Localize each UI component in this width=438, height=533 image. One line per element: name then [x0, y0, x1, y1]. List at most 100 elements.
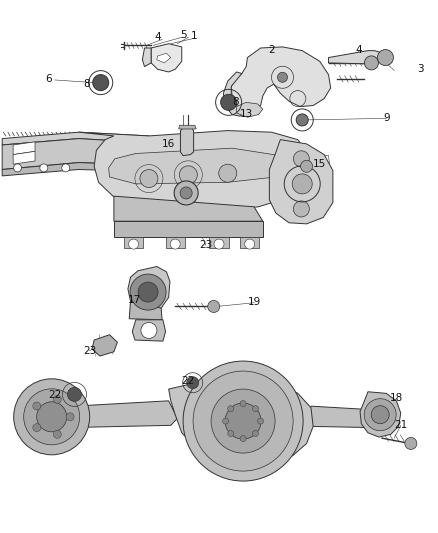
Circle shape: [225, 403, 261, 439]
Circle shape: [293, 201, 309, 217]
Circle shape: [240, 401, 246, 407]
Circle shape: [130, 274, 166, 310]
Circle shape: [193, 371, 293, 471]
Polygon shape: [307, 406, 368, 427]
Text: 13: 13: [240, 109, 253, 118]
Circle shape: [66, 413, 74, 421]
Text: 4: 4: [356, 45, 363, 54]
Text: 6: 6: [46, 74, 53, 84]
Circle shape: [138, 282, 158, 302]
Polygon shape: [179, 125, 196, 129]
Text: 2: 2: [268, 45, 275, 54]
Text: 15: 15: [313, 159, 326, 169]
Polygon shape: [124, 237, 143, 248]
Circle shape: [219, 164, 237, 182]
Circle shape: [179, 166, 198, 184]
Polygon shape: [2, 139, 149, 169]
Circle shape: [33, 402, 41, 410]
Polygon shape: [114, 196, 263, 221]
Circle shape: [240, 435, 246, 441]
Circle shape: [221, 94, 237, 110]
Circle shape: [40, 164, 48, 172]
Circle shape: [296, 114, 308, 126]
Polygon shape: [237, 102, 263, 117]
Text: 4: 4: [154, 33, 161, 42]
Circle shape: [141, 322, 157, 338]
Polygon shape: [209, 237, 229, 248]
Polygon shape: [269, 140, 333, 224]
Circle shape: [24, 389, 80, 445]
Polygon shape: [132, 320, 166, 341]
Text: 1: 1: [191, 31, 198, 41]
Circle shape: [405, 438, 417, 449]
Polygon shape: [114, 221, 263, 237]
Polygon shape: [231, 47, 331, 112]
Circle shape: [93, 75, 109, 91]
Circle shape: [252, 406, 258, 411]
Circle shape: [371, 406, 389, 424]
Circle shape: [258, 418, 264, 424]
Circle shape: [62, 164, 70, 172]
Text: 3: 3: [417, 64, 424, 74]
Circle shape: [183, 361, 303, 481]
Text: 16: 16: [162, 139, 175, 149]
Text: 18: 18: [390, 393, 403, 402]
Polygon shape: [328, 51, 385, 64]
Polygon shape: [79, 131, 307, 211]
Text: 22: 22: [48, 390, 61, 400]
Circle shape: [140, 169, 158, 188]
Polygon shape: [13, 142, 35, 155]
Polygon shape: [169, 378, 313, 465]
Text: 5: 5: [180, 30, 187, 39]
Polygon shape: [157, 53, 171, 63]
Circle shape: [53, 430, 61, 438]
Circle shape: [378, 50, 393, 66]
Circle shape: [364, 56, 378, 70]
Circle shape: [278, 72, 287, 82]
Polygon shape: [129, 301, 162, 320]
Polygon shape: [109, 148, 285, 184]
Circle shape: [223, 418, 229, 424]
Polygon shape: [240, 237, 259, 248]
Circle shape: [228, 406, 234, 411]
Polygon shape: [2, 163, 149, 176]
Circle shape: [300, 160, 313, 172]
Text: 9: 9: [383, 114, 390, 123]
Circle shape: [67, 387, 81, 401]
Circle shape: [180, 187, 192, 199]
Polygon shape: [13, 151, 35, 164]
Polygon shape: [360, 392, 401, 437]
Circle shape: [211, 389, 275, 453]
Circle shape: [364, 399, 396, 431]
Text: 22: 22: [181, 376, 194, 385]
Circle shape: [252, 431, 258, 437]
Circle shape: [208, 301, 220, 312]
Circle shape: [245, 239, 254, 249]
Text: 8: 8: [83, 79, 90, 89]
Circle shape: [293, 151, 309, 167]
Circle shape: [37, 402, 67, 432]
Polygon shape: [223, 72, 245, 116]
Circle shape: [174, 181, 198, 205]
Circle shape: [33, 424, 41, 432]
Polygon shape: [2, 132, 149, 145]
Text: 19: 19: [247, 297, 261, 306]
Polygon shape: [72, 401, 177, 427]
Circle shape: [187, 377, 199, 389]
Polygon shape: [128, 266, 170, 313]
Text: 23: 23: [83, 346, 96, 356]
Circle shape: [14, 379, 90, 455]
Text: 23: 23: [199, 240, 212, 250]
Circle shape: [170, 239, 180, 249]
Text: 8: 8: [232, 97, 239, 107]
Polygon shape: [92, 335, 117, 356]
Circle shape: [292, 174, 312, 194]
Circle shape: [14, 164, 21, 172]
Text: 17: 17: [128, 295, 141, 304]
Circle shape: [53, 395, 61, 403]
Polygon shape: [180, 127, 194, 156]
Polygon shape: [151, 44, 182, 72]
Polygon shape: [166, 237, 185, 248]
Text: 21: 21: [394, 421, 407, 430]
Polygon shape: [142, 48, 151, 67]
